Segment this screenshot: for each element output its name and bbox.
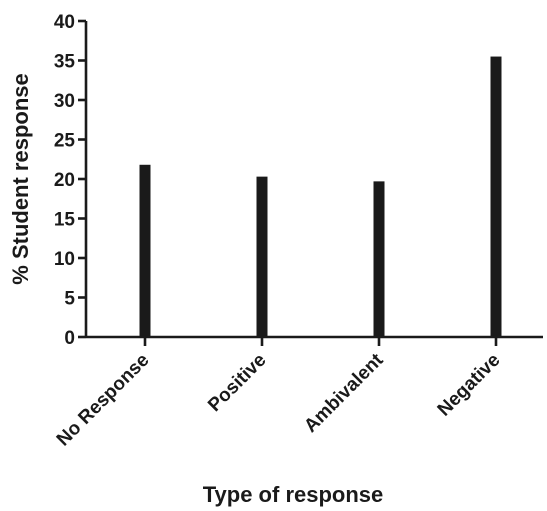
y-tick-label: 15 bbox=[54, 210, 76, 231]
y-tick-label: 30 bbox=[54, 91, 75, 112]
x-axis-title: Type of response bbox=[203, 482, 384, 507]
x-ticks: No Response Positive Ambivalent Negative bbox=[53, 337, 505, 450]
x-tick-label: Positive bbox=[204, 350, 270, 416]
y-tick-label: 0 bbox=[64, 328, 75, 349]
bar bbox=[139, 164, 151, 337]
y-tick-label: 25 bbox=[54, 131, 76, 152]
y-tick-label: 20 bbox=[54, 170, 75, 191]
bar bbox=[256, 176, 268, 337]
x-tick-label: Negative bbox=[434, 350, 505, 421]
bars bbox=[139, 56, 502, 338]
x-tick-label: Ambivalent bbox=[300, 349, 388, 437]
y-tick-label: 40 bbox=[54, 12, 75, 33]
y-tick-label: 5 bbox=[64, 289, 75, 310]
plot-area: 0 5 10 15 20 25 30 35 40 No Response Positive Ambi… bbox=[53, 12, 543, 450]
x-tick-label: No Response bbox=[53, 350, 154, 451]
y-axis-title: % Student response bbox=[8, 73, 33, 284]
y-ticks: 0 5 10 15 20 25 30 35 40 bbox=[54, 12, 86, 349]
bar bbox=[373, 181, 385, 337]
y-tick-label: 10 bbox=[54, 249, 75, 270]
y-tick-label: 35 bbox=[54, 52, 76, 73]
bar bbox=[490, 56, 502, 338]
